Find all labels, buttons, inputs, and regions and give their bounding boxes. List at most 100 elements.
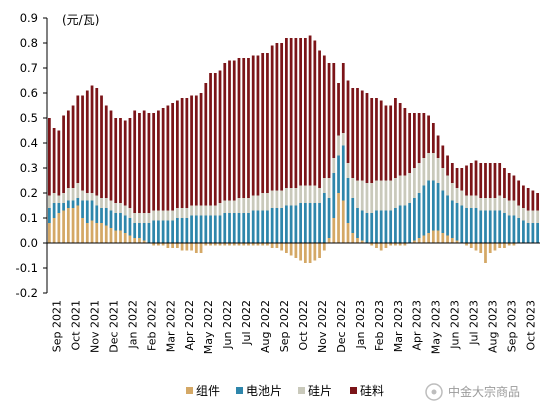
bar-segment-硅片 [218, 203, 222, 216]
bar-segment-硅片 [294, 188, 298, 206]
bar-segment-硅料 [90, 85, 94, 193]
bar-segment-硅片 [465, 195, 468, 208]
bar-segment-组件 [133, 238, 137, 243]
bar-segment-组件 [455, 240, 459, 243]
bar-segment-硅料 [337, 83, 340, 136]
bar-segment-电池片 [408, 203, 412, 243]
bar-segment-硅片 [237, 198, 241, 213]
bar-segment-组件 [209, 243, 212, 246]
bar-segment-组件 [204, 243, 208, 246]
bar-segment-硅片 [337, 135, 340, 156]
bar-segment-硅料 [526, 188, 530, 211]
bar-segment-组件 [185, 243, 189, 251]
bar-segment-电池片 [76, 198, 80, 206]
bar-segment-硅料 [119, 118, 122, 203]
bar-segment-硅料 [313, 40, 317, 186]
bar-segment-电池片 [403, 205, 407, 243]
bar-segment-组件 [389, 243, 393, 246]
bar-segment-硅料 [100, 95, 103, 198]
bar-segment-组件 [493, 243, 497, 251]
bar-segment-组件 [261, 243, 265, 246]
bar-segment-组件 [289, 243, 293, 256]
bar-segment-硅料 [417, 113, 421, 163]
bar-segment-电池片 [398, 205, 402, 243]
bar-segment-硅料 [455, 168, 459, 188]
bar-segment-硅片 [251, 195, 255, 211]
bar-segment-电池片 [375, 210, 378, 243]
bar-segment-硅片 [370, 183, 374, 213]
bar-segment-电池片 [204, 215, 208, 243]
bar-segment-硅片 [379, 180, 383, 211]
bar-segment-硅片 [450, 183, 454, 201]
bar-segment-组件 [85, 223, 89, 243]
x-tick-label: Mar 2022 [164, 300, 177, 352]
bar-segment-电池片 [71, 200, 75, 208]
y-tick-label: 0.4 [20, 136, 38, 150]
y-tick-label: -0.2 [16, 286, 38, 300]
bar-segment-硅料 [62, 115, 65, 193]
x-tick-label: May 2023 [430, 300, 443, 354]
bar-segment-电池片 [332, 173, 336, 218]
bar-segment-组件 [299, 243, 302, 261]
bar-segment-硅料 [498, 163, 502, 196]
bar-segment-硅片 [180, 208, 184, 218]
bar-segment-硅片 [228, 200, 231, 213]
bar-segment-组件 [228, 243, 231, 246]
bar-segment-硅料 [175, 100, 179, 208]
bar-segment-硅片 [71, 188, 75, 201]
bar-segment-硅料 [109, 110, 113, 201]
bar-segment-组件 [194, 243, 198, 253]
bar-segment-组件 [375, 243, 378, 248]
bar-segment-硅片 [185, 208, 189, 218]
bar-segment-硅片 [171, 210, 174, 221]
bar-segment-硅片 [247, 198, 250, 213]
bar-segment-组件 [247, 243, 250, 246]
bar-segment-硅料 [356, 88, 359, 181]
bar-segment-电池片 [190, 215, 193, 243]
legend-label: 电池片 [246, 384, 282, 398]
legend-swatch [236, 387, 243, 394]
bar-segment-硅料 [507, 173, 511, 201]
bar-segment-组件 [119, 230, 122, 243]
bar-segment-硅片 [436, 158, 440, 183]
bar-segment-硅料 [484, 163, 487, 198]
bar-segment-电池片 [100, 208, 103, 223]
bar-segment-硅料 [223, 63, 227, 201]
bar-segment-硅料 [261, 53, 265, 193]
bar-segment-电池片 [360, 210, 364, 241]
bar-segment-硅片 [531, 210, 535, 223]
bar-segment-组件 [413, 240, 416, 243]
bar-segment-硅片 [417, 163, 421, 193]
bar-segment-硅料 [161, 108, 165, 211]
bar-segment-电池片 [318, 203, 321, 243]
bar-segment-硅片 [90, 193, 94, 201]
bar-segment-硅片 [427, 153, 430, 181]
bar-segment-组件 [488, 243, 492, 253]
bar-segment-硅料 [294, 38, 298, 188]
bar-segment-硅料 [422, 113, 426, 158]
bar-segment-组件 [346, 223, 350, 243]
bar-segment-硅片 [322, 178, 326, 193]
bar-segment-电池片 [460, 205, 464, 243]
bar-segment-硅料 [360, 90, 364, 181]
x-axis: Sep 2021 Oct 2021 Nov 2021 Dec 2021 Jan 2022… [47, 242, 540, 354]
bar-segment-组件 [474, 243, 478, 251]
bar-segment-硅料 [493, 163, 497, 198]
bar-segment-组件 [337, 193, 340, 243]
bar-segment-硅料 [185, 98, 189, 208]
x-tick-label: Apr 2023 [411, 300, 424, 351]
bar-segment-组件 [332, 218, 336, 243]
bar-segment-硅片 [289, 188, 293, 206]
bar-segment-电池片 [526, 223, 530, 243]
x-tick-label: Feb 2022 [145, 300, 158, 351]
bar-segment-硅片 [517, 205, 521, 218]
bar-segment-电池片 [384, 210, 388, 243]
x-tick-label: Nov 2022 [316, 300, 329, 353]
bar-segment-硅片 [142, 213, 146, 223]
y-tick-label: 0.7 [20, 61, 38, 75]
bar-segment-电池片 [294, 205, 298, 243]
bars-group [48, 35, 540, 263]
bar-segment-硅片 [375, 180, 378, 211]
